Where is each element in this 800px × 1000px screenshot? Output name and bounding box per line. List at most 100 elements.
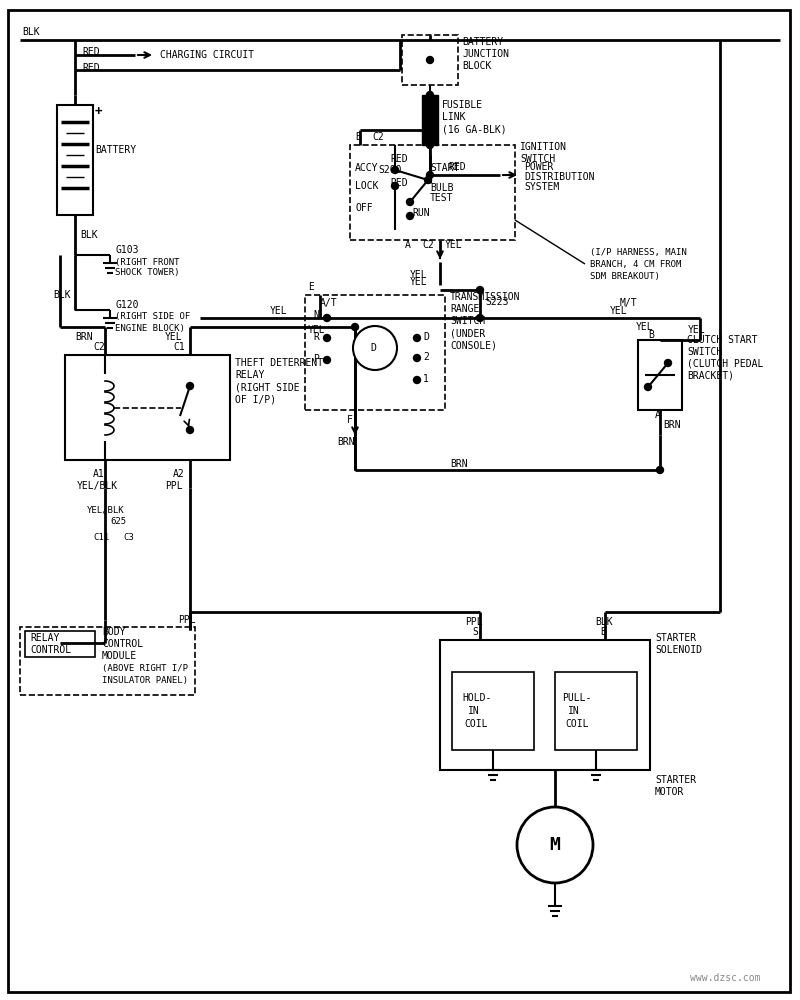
Text: ACCY: ACCY [355, 163, 378, 173]
Text: OFF: OFF [355, 203, 373, 213]
Text: YEL: YEL [610, 306, 628, 316]
Text: SOLENOID: SOLENOID [655, 645, 702, 655]
Text: C2: C2 [372, 132, 384, 142]
Text: CONTROL: CONTROL [30, 645, 71, 655]
Text: YEL/BLK: YEL/BLK [87, 506, 125, 514]
Circle shape [645, 383, 651, 390]
Circle shape [517, 807, 593, 883]
Text: BLOCK: BLOCK [462, 61, 491, 71]
Text: BRN: BRN [663, 420, 681, 430]
Text: PPL: PPL [165, 481, 182, 491]
Bar [305, 295, 445, 410]
Text: SWITCH: SWITCH [520, 154, 555, 164]
Text: BLK: BLK [80, 230, 98, 240]
Text: C2: C2 [93, 342, 105, 352]
Text: SDM BREAKOUT): SDM BREAKOUT) [590, 271, 660, 280]
Text: (16 GA-BLK): (16 GA-BLK) [442, 124, 506, 134]
Text: www.dzsc.com: www.dzsc.com [690, 973, 761, 983]
Circle shape [353, 326, 397, 370]
Text: START: START [430, 163, 459, 173]
Text: A: A [405, 240, 411, 250]
Text: CONTROL: CONTROL [102, 639, 143, 649]
Circle shape [414, 376, 421, 383]
Text: P: P [313, 354, 319, 364]
Text: MODULE: MODULE [102, 651, 138, 661]
Text: 2: 2 [423, 352, 429, 362]
Text: E: E [308, 282, 314, 292]
Circle shape [391, 182, 398, 190]
Text: POWER: POWER [524, 162, 554, 172]
Bar [350, 145, 515, 240]
Text: (CLUTCH PEDAL: (CLUTCH PEDAL [687, 359, 763, 369]
Text: CLUTCH START: CLUTCH START [687, 335, 758, 345]
Text: C2: C2 [422, 240, 434, 250]
Text: PPL: PPL [178, 615, 196, 625]
Text: (RIGHT SIDE: (RIGHT SIDE [235, 382, 300, 392]
Bar [65, 355, 230, 460]
Text: A: A [655, 410, 661, 420]
Bar [440, 640, 650, 770]
Text: RED: RED [448, 162, 466, 172]
Circle shape [657, 466, 663, 474]
Bar [25, 631, 95, 657]
Text: G120: G120 [115, 300, 138, 310]
Text: RELAY: RELAY [235, 370, 264, 380]
Text: COIL: COIL [565, 719, 589, 729]
Circle shape [477, 286, 483, 294]
Text: BRN: BRN [337, 437, 354, 447]
Text: G103: G103 [115, 245, 138, 255]
Text: MOTOR: MOTOR [655, 787, 684, 797]
Text: BODY: BODY [102, 627, 126, 637]
Text: YEL: YEL [410, 277, 428, 287]
Text: (RIGHT SIDE OF: (RIGHT SIDE OF [115, 312, 190, 322]
Text: INSULATOR PANEL): INSULATOR PANEL) [102, 676, 188, 684]
Text: COIL: COIL [464, 719, 487, 729]
Text: SHOCK TOWER): SHOCK TOWER) [115, 268, 179, 277]
Circle shape [425, 176, 431, 184]
Text: YEL: YEL [270, 306, 288, 316]
Text: OF I/P): OF I/P) [235, 394, 276, 404]
Text: BRANCH, 4 CM FROM: BRANCH, 4 CM FROM [590, 259, 682, 268]
Circle shape [665, 360, 671, 366]
Text: RED: RED [390, 178, 408, 188]
Bar [422, 95, 438, 145]
Circle shape [414, 334, 421, 342]
Bar [402, 35, 458, 85]
Text: (I/P HARNESS, MAIN: (I/P HARNESS, MAIN [590, 247, 686, 256]
Text: RELAY: RELAY [30, 633, 59, 643]
Text: YEL: YEL [410, 270, 428, 280]
Text: C11: C11 [93, 532, 109, 542]
Circle shape [426, 92, 434, 99]
Text: ENGINE BLOCK): ENGINE BLOCK) [115, 324, 185, 332]
Text: S223: S223 [485, 297, 509, 307]
Text: YEL: YEL [445, 240, 462, 250]
Text: PPL: PPL [465, 617, 482, 627]
Circle shape [426, 56, 434, 64]
Text: SWITCH: SWITCH [450, 316, 486, 326]
Text: YEL/BLK: YEL/BLK [77, 481, 118, 491]
Text: TRANSMISSION: TRANSMISSION [450, 292, 521, 302]
Circle shape [186, 382, 194, 389]
Circle shape [323, 314, 330, 322]
Text: B: B [648, 330, 654, 340]
Text: YEL: YEL [308, 325, 326, 335]
Text: B: B [355, 132, 361, 142]
Text: C3: C3 [123, 532, 134, 542]
Text: SYSTEM: SYSTEM [524, 182, 559, 192]
Text: YEL: YEL [165, 332, 182, 342]
Text: BLK: BLK [22, 27, 40, 37]
Text: IGNITION: IGNITION [520, 142, 567, 152]
Text: LINK: LINK [442, 112, 466, 122]
Text: SWITCH: SWITCH [687, 347, 722, 357]
Circle shape [323, 357, 330, 363]
Text: M: M [550, 836, 561, 854]
Text: 625: 625 [110, 518, 126, 526]
Circle shape [186, 426, 194, 434]
Circle shape [426, 141, 434, 148]
Bar [57, 105, 93, 215]
Text: A/T: A/T [320, 298, 338, 308]
Text: THEFT DETERRENT: THEFT DETERRENT [235, 358, 323, 368]
Text: D: D [370, 343, 376, 353]
Text: LOCK: LOCK [355, 181, 378, 191]
Text: HOLD-: HOLD- [462, 693, 491, 703]
